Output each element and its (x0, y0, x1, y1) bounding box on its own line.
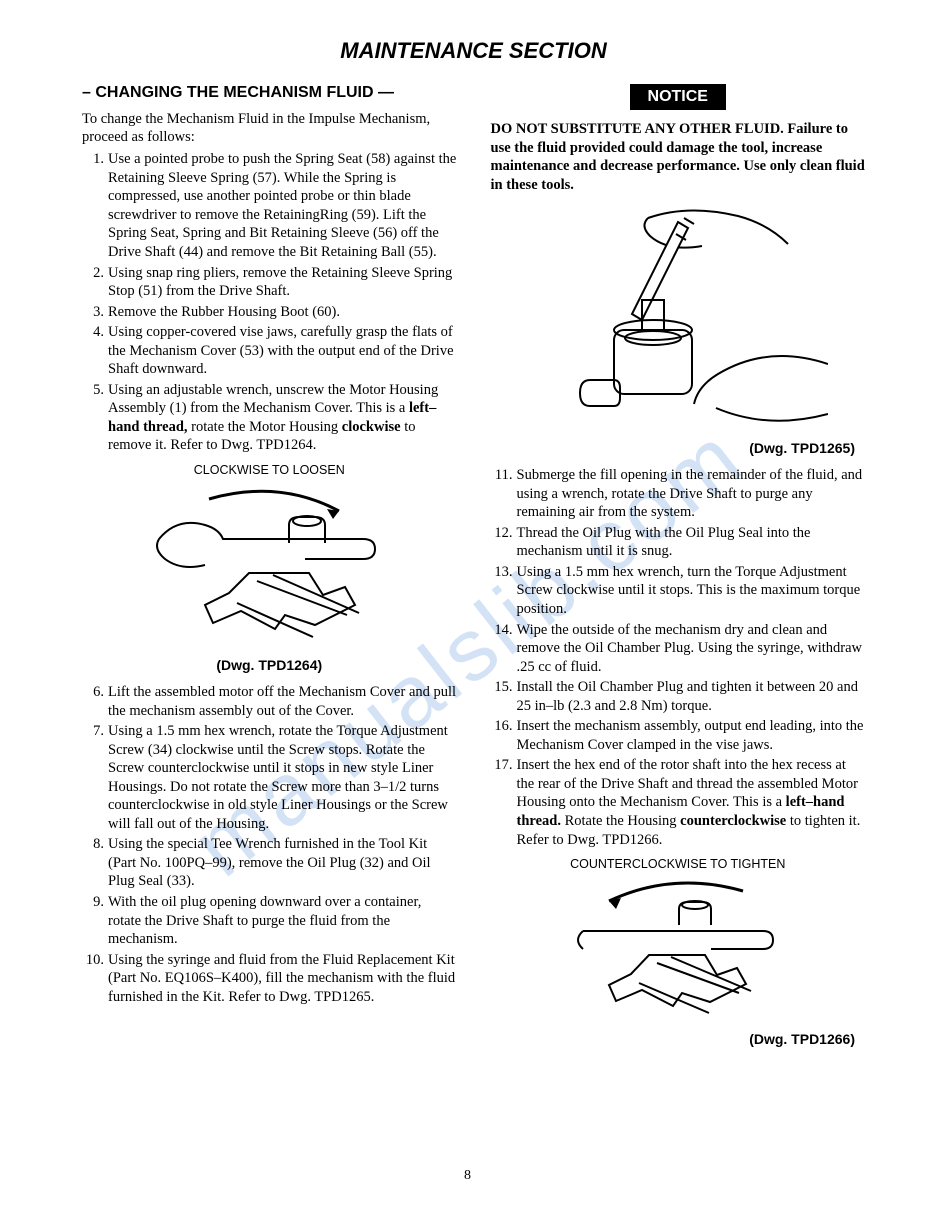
steps-list-left-a: Use a pointed probe to push the Spring S… (82, 150, 457, 455)
step-3: Remove the Rubber Housing Boot (60). (82, 303, 457, 322)
step-11: Submerge the fill opening in the remaind… (491, 466, 866, 522)
step-5-mid: rotate the Motor Housing (188, 419, 342, 435)
drawing-tpd1265-icon (528, 204, 828, 434)
fig1-caption: (Dwg. TPD1264) (82, 657, 457, 673)
step-8: Using the special Tee Wrench furnished i… (82, 835, 457, 891)
step-12: Thread the Oil Plug with the Oil Plug Se… (491, 524, 866, 561)
figure-tpd1264: CLOCKWISE TO LOOSEN (Dwg. TPD1 (82, 463, 457, 673)
figure-tpd1266: COUNTERCLOCKWISE TO TIGHTEN (Dwg. TPD126… (491, 857, 866, 1047)
notice-label: NOTICE (630, 84, 726, 110)
subhead-changing-fluid: – CHANGING THE MECHANISM FLUID — (82, 84, 457, 102)
step-17: Insert the hex end of the rotor shaft in… (491, 756, 866, 849)
steps-list-left-b: Lift the assembled motor off the Mechani… (82, 683, 457, 1006)
step-1: Use a pointed probe to push the Spring S… (82, 150, 457, 261)
drawing-tpd1266-icon (553, 875, 803, 1025)
step-7: Using a 1.5 mm hex wrench, rotate the To… (82, 722, 457, 833)
step-10: Using the syringe and fluid from the Flu… (82, 951, 457, 1007)
step-13: Using a 1.5 mm hex wrench, turn the Torq… (491, 563, 866, 619)
section-title: MAINTENANCE SECTION (82, 38, 865, 64)
fig3-caption: (Dwg. TPD1266) (491, 1031, 866, 1047)
fig1-top-label: CLOCKWISE TO LOOSEN (82, 463, 457, 477)
right-column: NOTICE DO NOT SUBSTITUTE ANY OTHER FLUID… (491, 84, 866, 1057)
step-2: Using snap ring pliers, remove the Retai… (82, 264, 457, 301)
drawing-tpd1264-icon (139, 481, 399, 651)
content-columns: – CHANGING THE MECHANISM FLUID — To chan… (82, 84, 865, 1057)
notice-lead: DO NOT SUBSTITUTE ANY OTHER FLUID. (491, 121, 784, 137)
notice-text: DO NOT SUBSTITUTE ANY OTHER FLUID. Failu… (491, 120, 866, 194)
steps-list-right: Submerge the fill opening in the remaind… (491, 466, 866, 849)
step-4: Using copper-covered vise jaws, carefull… (82, 323, 457, 379)
step-17-bold2: counterclockwise (680, 813, 786, 829)
fig2-caption: (Dwg. TPD1265) (491, 440, 866, 456)
page-number: 8 (0, 1168, 935, 1184)
step-6: Lift the assembled motor off the Mechani… (82, 683, 457, 720)
step-5-bold2: clockwise (342, 419, 401, 435)
step-9: With the oil plug opening downward over … (82, 893, 457, 949)
intro-paragraph: To change the Mechanism Fluid in the Imp… (82, 110, 457, 146)
fig3-top-label: COUNTERCLOCKWISE TO TIGHTEN (491, 857, 866, 871)
step-5-pre: Using an adjustable wrench, unscrew the … (108, 382, 438, 417)
step-15: Install the Oil Chamber Plug and tighten… (491, 678, 866, 715)
step-17-mid: Rotate the Housing (561, 813, 680, 829)
left-column: – CHANGING THE MECHANISM FLUID — To chan… (82, 84, 457, 1057)
figure-tpd1265: (Dwg. TPD1265) (491, 204, 866, 456)
step-14: Wipe the outside of the mechanism dry an… (491, 621, 866, 677)
step-5: Using an adjustable wrench, unscrew the … (82, 381, 457, 455)
step-16: Insert the mechanism assembly, output en… (491, 717, 866, 754)
